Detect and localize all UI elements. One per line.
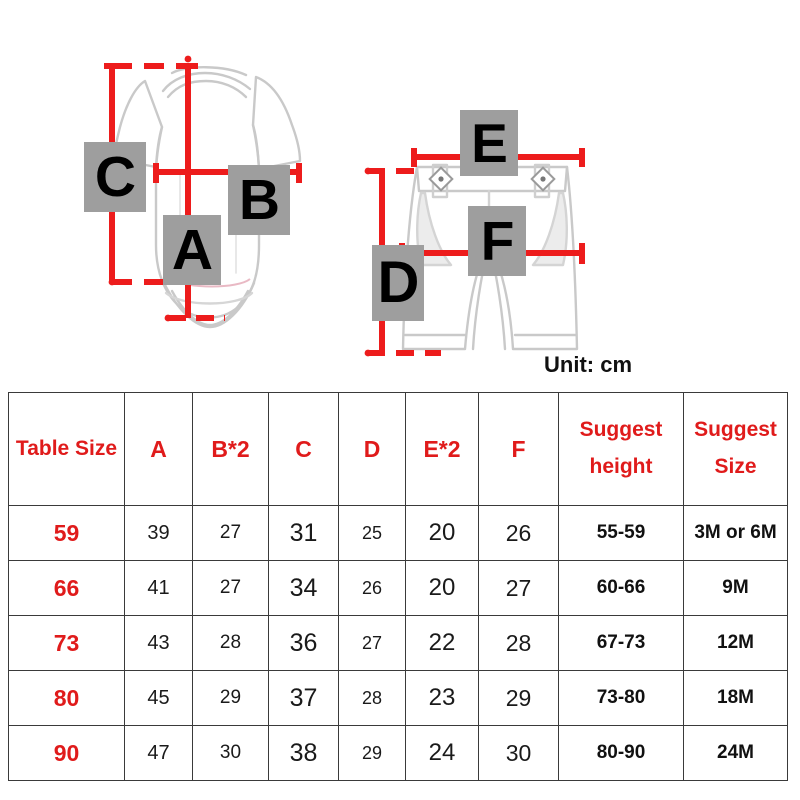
header-suggest-height-line1: Suggest bbox=[579, 418, 663, 442]
cell-f: 27 bbox=[478, 560, 559, 616]
cell-b2: 30 bbox=[192, 725, 269, 781]
cell-d: 28 bbox=[338, 670, 406, 726]
cell-b2: 29 bbox=[192, 670, 269, 726]
table-row: 73 43 28 36 27 22 28 67-73 12M bbox=[8, 615, 788, 671]
header-table-size: Table Size bbox=[8, 392, 125, 506]
cell-suggest-size: 18M bbox=[683, 670, 788, 726]
header-d: D bbox=[338, 392, 406, 506]
cell-a: 45 bbox=[124, 670, 193, 726]
cell-suggest-size: 24M bbox=[683, 725, 788, 781]
cell-suggest-height: 67-73 bbox=[558, 615, 684, 671]
cell-suggest-size: 3M or 6M bbox=[683, 505, 788, 561]
table-row: 80 45 29 37 28 23 29 73-80 18M bbox=[8, 670, 788, 726]
header-suggest-size-line2: Size bbox=[714, 455, 757, 478]
cell-c: 34 bbox=[268, 560, 339, 616]
cell-d: 25 bbox=[338, 505, 406, 561]
cell-e2: 24 bbox=[405, 725, 479, 781]
cell-f: 29 bbox=[478, 670, 559, 726]
cell-c: 38 bbox=[268, 725, 339, 781]
cell-size: 90 bbox=[8, 725, 125, 781]
cell-f: 28 bbox=[478, 615, 559, 671]
cell-b2: 27 bbox=[192, 560, 269, 616]
cell-a: 41 bbox=[124, 560, 193, 616]
cell-b2: 28 bbox=[192, 615, 269, 671]
garment-diagram-area: C B A bbox=[0, 0, 800, 392]
header-suggest-height-line2: height bbox=[589, 455, 653, 478]
header-c: C bbox=[268, 392, 339, 506]
table-row: 90 47 30 38 29 24 30 80-90 24M bbox=[8, 725, 788, 781]
cell-e2: 20 bbox=[405, 505, 479, 561]
dimension-label-f: F bbox=[468, 206, 526, 276]
cell-e2: 20 bbox=[405, 560, 479, 616]
header-e2: E*2 bbox=[405, 392, 479, 506]
size-table: Table Size A B*2 C D E*2 F Suggest heigh… bbox=[8, 392, 788, 781]
cell-c: 31 bbox=[268, 505, 339, 561]
table-row: 66 41 27 34 26 20 27 60-66 9M bbox=[8, 560, 788, 616]
cell-d: 29 bbox=[338, 725, 406, 781]
header-f: F bbox=[478, 392, 559, 506]
cell-f: 30 bbox=[478, 725, 559, 781]
header-a: A bbox=[124, 392, 193, 506]
header-suggest-size-line1: Suggest bbox=[694, 418, 777, 442]
dimension-label-c: C bbox=[84, 142, 146, 212]
table-row: 59 39 27 31 25 20 26 55-59 3M or 6M bbox=[8, 505, 788, 561]
cell-size: 59 bbox=[8, 505, 125, 561]
cell-e2: 22 bbox=[405, 615, 479, 671]
cell-size: 66 bbox=[8, 560, 125, 616]
header-b2: B*2 bbox=[192, 392, 269, 506]
cell-e2: 23 bbox=[405, 670, 479, 726]
cell-suggest-height: 60-66 bbox=[558, 560, 684, 616]
cell-f: 26 bbox=[478, 505, 559, 561]
unit-note: Unit: cm bbox=[544, 352, 632, 377]
cell-a: 39 bbox=[124, 505, 193, 561]
dimension-label-d: D bbox=[372, 245, 424, 321]
cell-suggest-size: 12M bbox=[683, 615, 788, 671]
dimension-label-e: E bbox=[460, 110, 518, 176]
cell-suggest-height: 55-59 bbox=[558, 505, 684, 561]
cell-b2: 27 bbox=[192, 505, 269, 561]
cell-size: 80 bbox=[8, 670, 125, 726]
cell-a: 43 bbox=[124, 615, 193, 671]
header-suggest-height: Suggest height bbox=[558, 392, 684, 506]
header-suggest-size: Suggest Size bbox=[683, 392, 788, 506]
size-table-container: Table Size A B*2 C D E*2 F Suggest heigh… bbox=[8, 392, 788, 781]
cell-a: 47 bbox=[124, 725, 193, 781]
dimension-label-b: B bbox=[228, 165, 290, 235]
cell-c: 36 bbox=[268, 615, 339, 671]
cell-suggest-height: 80-90 bbox=[558, 725, 684, 781]
cell-suggest-height: 73-80 bbox=[558, 670, 684, 726]
cell-c: 37 bbox=[268, 670, 339, 726]
cell-d: 27 bbox=[338, 615, 406, 671]
cell-suggest-size: 9M bbox=[683, 560, 788, 616]
cell-d: 26 bbox=[338, 560, 406, 616]
dimension-label-a: A bbox=[163, 215, 221, 285]
cell-size: 73 bbox=[8, 615, 125, 671]
table-header-row: Table Size A B*2 C D E*2 F Suggest heigh… bbox=[8, 392, 788, 506]
